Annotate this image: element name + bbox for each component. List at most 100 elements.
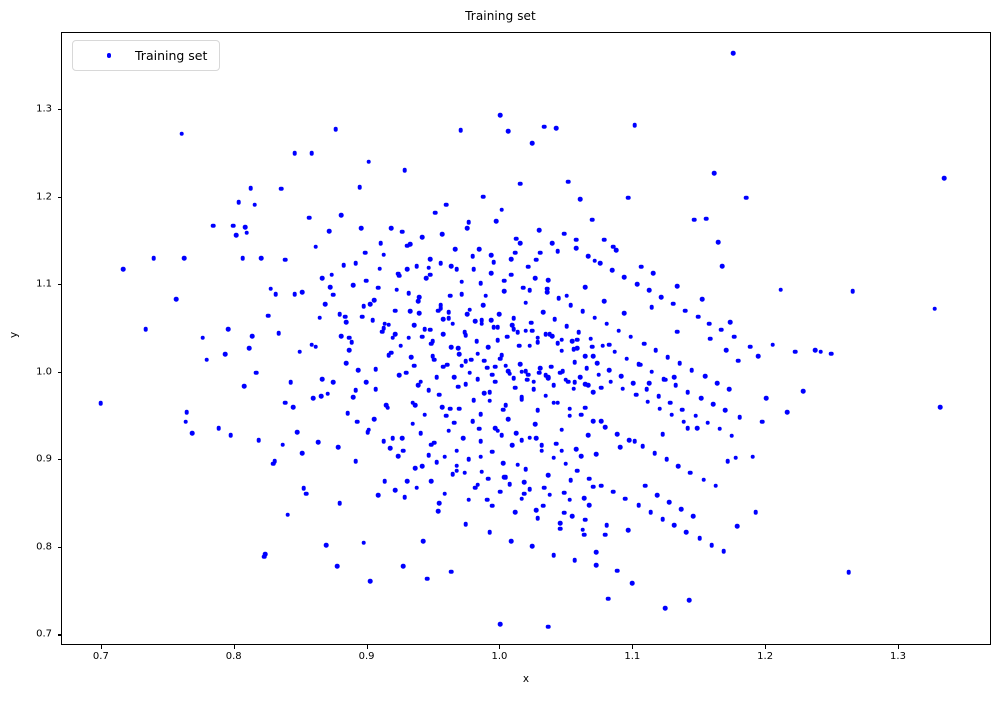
scatter-point: [793, 349, 798, 355]
scatter-point: [455, 384, 461, 390]
scatter-point: [387, 445, 393, 451]
scatter-point: [604, 522, 609, 528]
scatter-point: [508, 256, 514, 262]
scatter-point: [411, 323, 417, 328]
scatter-point: [587, 476, 592, 482]
scatter-point: [579, 453, 584, 459]
scatter-point: [467, 370, 473, 376]
scatter-point: [665, 354, 671, 360]
scatter-point: [603, 532, 608, 538]
scatter-point: [733, 455, 738, 461]
scatter-point: [306, 215, 312, 221]
scatter-point: [681, 419, 687, 425]
scatter-point: [734, 523, 740, 529]
scatter-point: [370, 317, 376, 323]
scatter-point: [597, 261, 603, 266]
scatter-point: [511, 316, 516, 321]
y-tick-mark: [57, 109, 61, 111]
scatter-point: [447, 406, 453, 411]
chart-legend[interactable]: Training set: [72, 40, 221, 71]
scatter-point: [583, 353, 588, 359]
scatter-point: [429, 479, 434, 484]
scatter-point: [932, 306, 938, 312]
scatter-point: [421, 538, 426, 544]
scatter-point: [593, 563, 599, 568]
scatter-point: [276, 331, 281, 336]
scatter-point: [318, 394, 324, 399]
scatter-point: [599, 418, 604, 424]
y-tick-label: 0.8: [36, 541, 52, 553]
scatter-point: [498, 489, 503, 495]
scatter-point: [662, 377, 668, 383]
scatter-point: [551, 455, 556, 461]
scatter-point: [390, 436, 396, 441]
x-tick-label: 1.0: [491, 651, 508, 662]
scatter-point: [506, 368, 511, 374]
scatter-point: [435, 508, 441, 514]
scatter-point: [717, 426, 722, 432]
scatter-point: [503, 402, 509, 408]
legend-marker-icon: [106, 53, 112, 58]
scatter-point: [471, 397, 477, 403]
scatter-point: [498, 356, 503, 362]
scatter-point: [446, 310, 451, 315]
scatter-point: [700, 296, 705, 302]
scatter-point: [537, 366, 543, 371]
scatter-point: [268, 286, 273, 291]
scatter-point: [390, 335, 396, 341]
scatter-point: [419, 234, 425, 240]
scatter-point: [563, 461, 568, 467]
scatter-point: [567, 413, 572, 418]
scatter-point: [405, 479, 410, 484]
scatter-point: [423, 275, 429, 281]
scatter-point: [179, 131, 184, 136]
scatter-point: [204, 357, 210, 362]
scatter-point: [658, 295, 664, 300]
scatter-point: [183, 419, 188, 425]
scatter-point: [512, 385, 518, 390]
scatter-point: [601, 298, 607, 304]
scatter-point: [575, 468, 580, 474]
scatter-point: [532, 422, 538, 427]
scatter-point: [508, 538, 514, 544]
scatter-point: [657, 406, 663, 411]
scatter-point: [605, 596, 611, 601]
y-tick-label: 1.3: [36, 103, 52, 115]
scatter-point: [409, 354, 414, 360]
scatter-point: [479, 321, 485, 327]
scatter-point: [684, 529, 689, 535]
scatter-point: [367, 578, 373, 584]
y-tick-mark: [57, 546, 61, 548]
scatter-point: [381, 438, 386, 444]
scatter-point: [541, 485, 547, 490]
scatter-point: [595, 360, 600, 366]
scatter-point: [414, 485, 420, 490]
scatter-point: [475, 482, 481, 488]
scatter-point: [603, 424, 608, 430]
scatter-point: [543, 373, 548, 378]
scatter-point: [759, 419, 765, 425]
scatter-point: [377, 266, 382, 271]
scatter-point: [333, 127, 338, 132]
scatter-point: [664, 457, 669, 462]
scatter-point: [670, 301, 676, 306]
scatter-point: [346, 335, 352, 341]
scatter-point: [480, 194, 486, 200]
scatter-point: [184, 409, 190, 415]
scatter-point: [553, 126, 559, 131]
scatter-point: [747, 344, 753, 349]
scatter-point: [735, 358, 741, 363]
scatter-point: [393, 487, 398, 493]
scatter-point: [427, 256, 433, 262]
scatter-point: [448, 345, 454, 350]
scatter-point: [326, 228, 332, 234]
scatter-point: [478, 438, 483, 444]
scatter-point: [535, 339, 540, 345]
scatter-point: [451, 374, 457, 380]
scatter-point: [632, 122, 637, 128]
legend-marker-cell: [83, 53, 135, 58]
scatter-point: [366, 427, 372, 432]
scatter-point: [569, 514, 575, 519]
scatter-point: [407, 309, 413, 314]
scatter-point: [573, 237, 579, 242]
